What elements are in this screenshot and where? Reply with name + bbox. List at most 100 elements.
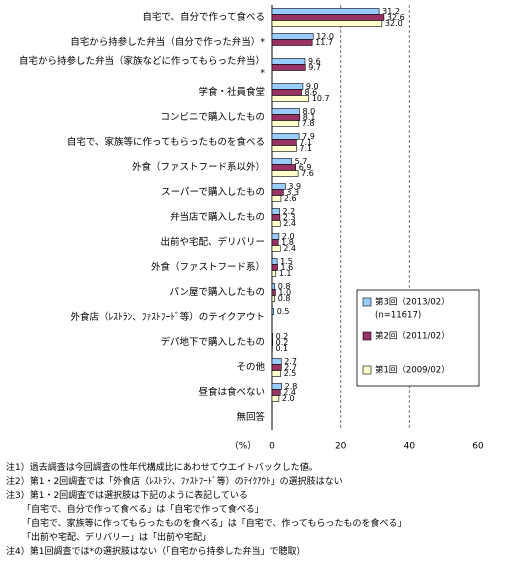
value-label: 1.8 <box>281 238 294 247</box>
footnote: 「自宅で、自分で作って食べる」は「自宅で作って食べる」 <box>22 505 264 515</box>
bar <box>271 370 281 377</box>
bar <box>271 64 306 71</box>
value-label: 2.7 <box>284 357 297 366</box>
value-label: 2.6 <box>284 194 297 203</box>
footnote: 注4）第1回調査では*の選択肢はない（「自宅から持参した弁当」で聴取） <box>6 547 306 557</box>
category-label: 自宅から持参した弁当（家族などに作ってもらった弁当）* <box>18 55 265 79</box>
value-label: 9.7 <box>308 63 321 72</box>
value-label: 32.0 <box>385 19 403 28</box>
value-label: 3.3 <box>286 188 299 197</box>
bar <box>271 270 277 277</box>
legend-swatch <box>362 365 372 375</box>
bar <box>271 245 281 252</box>
category-label: 出前や宅配、デリバリー <box>160 236 265 248</box>
bar <box>271 164 296 171</box>
bar <box>271 395 280 402</box>
legend-label: 第3回（2013/02） <box>375 297 450 308</box>
bar <box>271 8 380 15</box>
value-label: 11.7 <box>315 38 333 47</box>
legend-box <box>356 289 480 387</box>
value-label: 7.9 <box>302 132 315 141</box>
value-label: 2.4 <box>283 219 296 228</box>
value-label: 7.1 <box>299 144 312 153</box>
bar <box>271 14 385 21</box>
bar <box>271 120 300 127</box>
value-label: 5.7 <box>295 157 308 166</box>
bar <box>271 239 279 246</box>
bar <box>271 308 275 315</box>
bar <box>271 145 297 152</box>
value-label: 0.8 <box>278 294 291 303</box>
value-label: 8.6 <box>305 88 318 97</box>
category-label: 昼食は食べない <box>198 386 265 398</box>
bar <box>271 195 282 202</box>
category-label: 学食・社員食堂 <box>198 86 265 98</box>
bar <box>271 295 276 302</box>
bar <box>271 114 301 121</box>
category-label: 無回答 <box>236 411 265 423</box>
bar <box>271 383 282 390</box>
value-label: 12.0 <box>316 32 334 41</box>
value-label: 9.6 <box>308 57 321 66</box>
value-label: 32.6 <box>387 13 405 22</box>
value-label: 2.7 <box>284 363 297 372</box>
bar <box>271 20 383 27</box>
bar <box>271 358 282 365</box>
value-label: 2.3 <box>283 213 296 222</box>
value-label: 2.4 <box>283 244 296 253</box>
legend-label: 第2回（2011/02） <box>375 331 450 342</box>
category-label: パン屋で購入したもの <box>169 286 265 298</box>
category-label: 外食店（ﾚｽﾄﾗﾝ、ﾌｧｽﾄﾌｰﾄﾞ等）のテイクアウト <box>70 311 265 323</box>
category-label: 弁当店で購入したもの <box>169 211 265 223</box>
bar <box>271 95 310 102</box>
value-label: 1.1 <box>279 269 292 278</box>
footnote: 「出前や宅配、デリバリー」は「出前や宅配」 <box>22 533 212 543</box>
value-label: 7.8 <box>302 119 315 128</box>
x-tick-label: 0 <box>269 442 275 452</box>
bar <box>271 58 306 65</box>
bar <box>271 108 300 115</box>
bar <box>271 258 278 265</box>
bar <box>271 158 292 165</box>
category-label: 自宅で、家族等に作ってもらったものを食べる <box>66 136 265 148</box>
value-label: 8.0 <box>302 107 315 116</box>
x-tick-label: 40 <box>404 442 416 452</box>
value-label: 2.0 <box>282 394 295 403</box>
footnote: 「自宅で、家族等に作ってもらったものを食べる」は「自宅で、作ってもらったものを食… <box>22 519 407 529</box>
value-label: 10.7 <box>312 94 330 103</box>
bar <box>271 233 280 240</box>
bar <box>271 183 286 190</box>
legend-note: (n=11617) <box>375 311 421 321</box>
bar <box>271 333 273 340</box>
footnote: 注2）第1・2回調査では「外食店（ﾚｽﾄﾗﾝ、ﾌｧｽﾄﾌｰﾄﾞ等）のﾃｲｸｱｳﾄ… <box>6 477 343 487</box>
bar <box>271 39 313 46</box>
value-label: 1.0 <box>278 288 291 297</box>
footnote: 注1）過去調査は今回調査の性年代構成比にあわせてウエイトバックした値。 <box>6 463 318 473</box>
value-label: 2.2 <box>283 207 296 216</box>
category-label: 自宅から持参した弁当（自分で作った弁当）* <box>70 36 265 48</box>
x-tick-label: 20 <box>335 442 347 452</box>
bar <box>271 214 281 221</box>
legend-swatch <box>362 331 372 341</box>
legend-label: 第1回（2009/02） <box>375 365 450 376</box>
category-label: 外食（ファストフード系） <box>150 261 265 273</box>
bar <box>271 133 300 140</box>
value-label: 0.2 <box>276 332 289 341</box>
value-label: 0.1 <box>275 344 288 353</box>
category-label: 自宅で、自分で作って食べる <box>142 11 265 23</box>
value-label: 0.5 <box>277 307 290 316</box>
value-label: 2.0 <box>282 232 295 241</box>
category-label: スーパーで購入したもの <box>161 186 265 198</box>
bar <box>271 220 281 227</box>
category-label: デパ地下で購入したもの <box>160 336 265 348</box>
value-label: 0.2 <box>276 338 289 347</box>
value-label: 2.4 <box>283 388 296 397</box>
value-label: 31.2 <box>382 7 400 16</box>
value-label: 2.5 <box>284 369 297 378</box>
category-label: コンビニで購入したもの <box>160 111 265 123</box>
bar <box>271 264 278 271</box>
bar <box>271 33 314 40</box>
value-label: 7.1 <box>299 138 312 147</box>
